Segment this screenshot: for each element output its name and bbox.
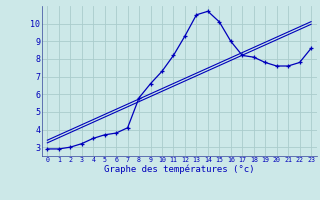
X-axis label: Graphe des températures (°c): Graphe des températures (°c) [104, 165, 254, 174]
